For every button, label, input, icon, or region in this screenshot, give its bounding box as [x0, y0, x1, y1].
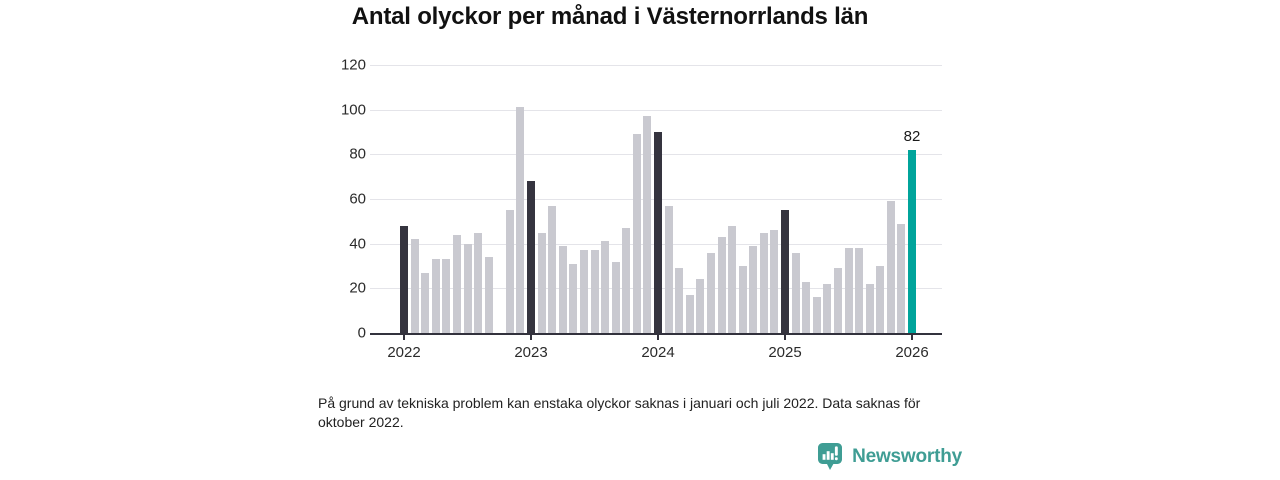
bar-2024-11	[759, 232, 768, 333]
bar-2023-11	[632, 134, 641, 333]
bar-2022-09	[484, 257, 493, 333]
bar-2024-04	[685, 295, 694, 333]
bar-2023-09	[611, 261, 620, 333]
bar-2025-03	[802, 281, 811, 333]
gridline	[370, 109, 942, 111]
bar-2025-12	[897, 223, 906, 333]
chart-title: Antal olyckor per månad i Västernorrland…	[351, 3, 869, 30]
x-axis-label: 2026	[895, 344, 929, 361]
bar-2024-06	[706, 252, 715, 333]
bar-2024-03	[675, 268, 684, 333]
bar-2025-07	[844, 248, 853, 333]
bar-2024-08	[728, 225, 737, 333]
bar-2023-05	[569, 263, 578, 333]
x-axis-tick	[403, 335, 405, 340]
bar-2025-10	[876, 266, 885, 333]
bar-2023-02	[537, 232, 546, 333]
bar-2022-01	[400, 225, 408, 333]
y-axis-label: 0	[357, 324, 366, 342]
y-axis-label: 60	[349, 190, 366, 208]
bar-2023-03	[548, 205, 557, 333]
gridline	[370, 65, 942, 66]
bar-2024-01	[654, 132, 662, 333]
bar-2022-07	[463, 243, 472, 333]
bar-2025-06	[833, 268, 842, 333]
bar-2022-02	[410, 239, 419, 333]
bar-2023-04	[558, 245, 567, 333]
x-axis-label: 2023	[514, 344, 548, 361]
bar-2022-03	[421, 272, 430, 333]
bar-2025-11	[886, 201, 895, 333]
bar-value-label: 82	[903, 127, 921, 145]
bar-2025-05	[823, 283, 832, 333]
bar-2025-08	[855, 248, 864, 333]
bar-2024-09	[738, 266, 747, 333]
x-axis-label: 2022	[387, 344, 421, 361]
x-axis-line	[370, 332, 942, 335]
bar-2023-10	[622, 228, 631, 333]
bar-2023-06	[579, 250, 588, 333]
bar-2026-01	[908, 149, 916, 333]
bar-2023-12	[643, 116, 652, 333]
bar-2024-07	[717, 236, 726, 333]
x-axis-tick	[911, 335, 913, 340]
y-axis-label: 40	[349, 235, 366, 253]
bar-2025-04	[812, 297, 821, 333]
y-axis-label: 80	[349, 145, 366, 163]
bar-2023-08	[601, 241, 610, 333]
y-axis-label: 120	[340, 56, 366, 74]
x-axis-tick	[530, 335, 532, 340]
x-axis-tick	[657, 335, 659, 340]
bar-2022-06	[452, 234, 461, 333]
x-axis-label: 2024	[641, 344, 675, 361]
bar-2023-01	[527, 181, 535, 333]
bar-2024-05	[696, 279, 705, 333]
bar-2022-05	[442, 259, 451, 333]
bar-2024-12	[770, 230, 779, 333]
x-axis-label: 2025	[768, 344, 802, 361]
bar-2023-07	[590, 250, 599, 333]
bar-2024-02	[664, 205, 673, 333]
newsworthy-brand: Newsworthy	[817, 442, 962, 472]
bar-2022-04	[431, 259, 440, 333]
bar-2025-02	[791, 252, 800, 333]
bar-2022-08	[474, 232, 483, 333]
newsworthy-brand-text: Newsworthy	[852, 446, 962, 467]
y-axis-label: 100	[340, 101, 366, 119]
bar-2025-01	[781, 210, 789, 333]
bar-2024-10	[749, 245, 758, 333]
bar-2025-09	[865, 283, 874, 333]
y-axis-label: 20	[349, 279, 366, 297]
newsworthy-logo-icon	[817, 442, 844, 472]
bar-2022-11	[505, 210, 514, 333]
bar-2022-12	[516, 107, 525, 333]
x-axis-tick	[784, 335, 786, 340]
chart-footnote: På grund av tekniska problem kan enstaka…	[318, 395, 921, 430]
